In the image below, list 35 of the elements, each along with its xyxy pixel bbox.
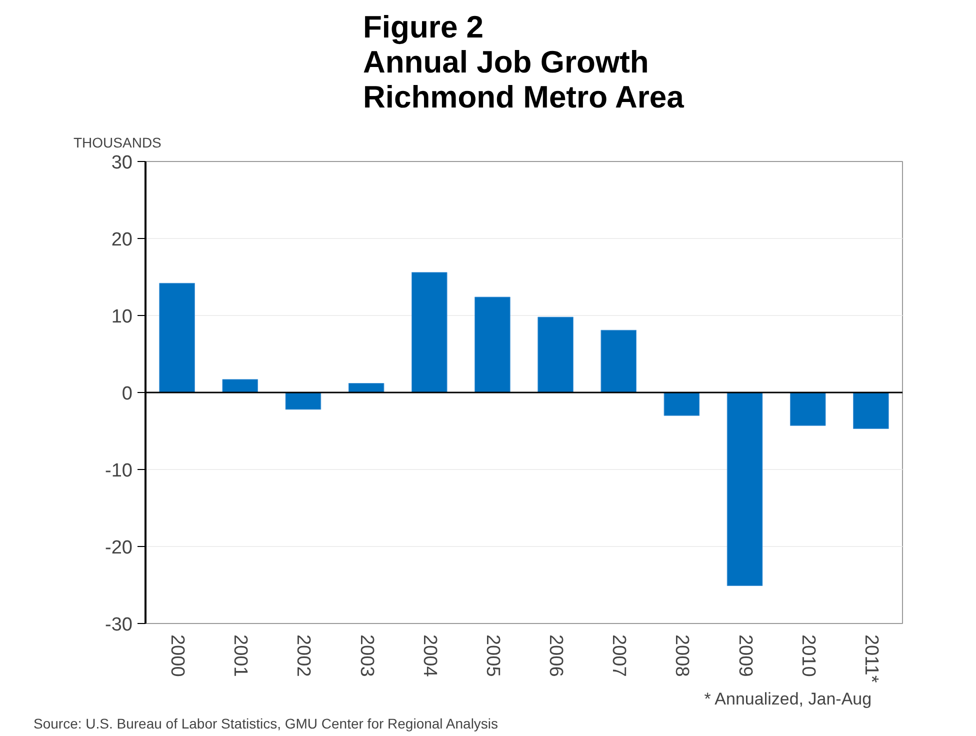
text: * Annualized, Jan-Aug xyxy=(704,690,872,708)
chart-title: Figure 2 Annual Job Growth Richmond Metro Area xyxy=(362,10,685,114)
x-tick-label: 2009 xyxy=(734,634,756,677)
x-tick-label: 2010 xyxy=(797,634,818,677)
y-tick-label: -10 xyxy=(105,460,133,482)
bar xyxy=(853,392,889,429)
bar xyxy=(285,392,322,410)
bar xyxy=(411,272,448,393)
bar xyxy=(159,282,195,393)
x-tick-label: 2004 xyxy=(418,634,440,678)
y-tick-label: 0 xyxy=(122,384,133,404)
y-tick-label: 10 xyxy=(111,306,133,328)
bar xyxy=(726,392,763,586)
y-tick-label: -20 xyxy=(105,538,133,558)
bar xyxy=(348,383,384,393)
x-tick-label: 2007 xyxy=(608,634,630,677)
bar xyxy=(474,296,510,393)
y-tick-label: 30 xyxy=(111,152,133,174)
y-axis-title: THOUSANDS xyxy=(74,134,162,150)
bar xyxy=(600,330,637,393)
bar xyxy=(790,392,826,426)
x-tick-label: 2000 xyxy=(166,634,188,677)
source-note: Source: U.S. Bureau of Labor Statistics, GMU Center for Regional Analysis xyxy=(34,716,498,732)
x-tick-label: 2008 xyxy=(671,634,692,677)
x-tick-label: 2005 xyxy=(482,634,503,677)
y-tick-label: -30 xyxy=(105,614,133,636)
bar xyxy=(664,392,700,416)
x-tick-label: 2011* xyxy=(860,634,882,684)
x-tick-label: 2003 xyxy=(356,634,377,677)
y-tick-label: 20 xyxy=(111,230,133,250)
bar xyxy=(538,316,574,393)
bar xyxy=(222,379,258,393)
x-tick-label: 2006 xyxy=(545,634,566,677)
x-tick-label: 2002 xyxy=(292,634,314,677)
x-tick-label: 2001 xyxy=(230,634,251,677)
